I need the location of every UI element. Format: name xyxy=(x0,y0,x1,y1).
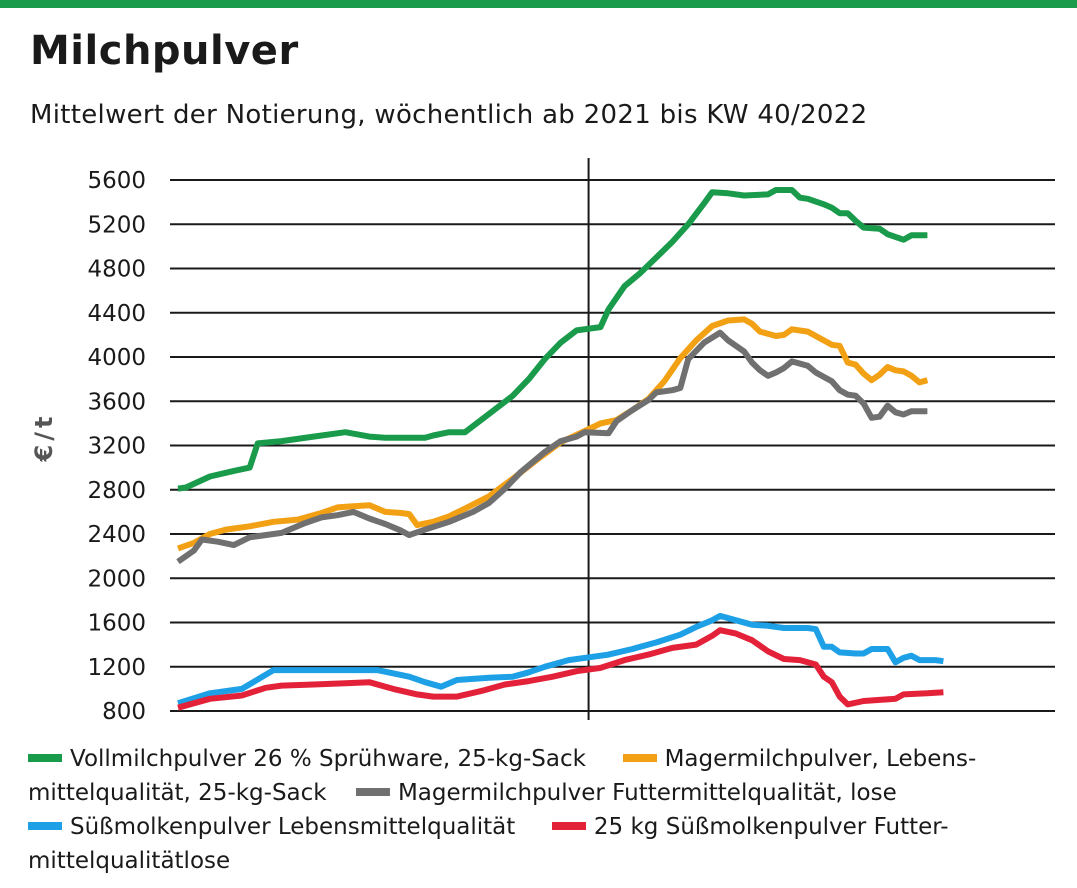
page-subtitle: Mittelwert der Notierung, wöchentlich ab… xyxy=(30,100,868,130)
series-line-1 xyxy=(177,187,928,492)
legend-label-suessmolkenpulver-futter-part2: mittelqualitätlose xyxy=(28,848,231,874)
y-tick-label-1200: 1200 xyxy=(87,655,146,681)
legend-item-suessmolkenpulver-futter: 25 kg Süßmolkenpulver Futter- xyxy=(551,814,949,840)
y-tick-label-2800: 2800 xyxy=(87,478,146,504)
legend-label-magermilchpulver-lebensmittel-part2: mittelqualität, 25-kg-Sack xyxy=(28,780,327,806)
legend-swatch-suessmolkenpulver-lebensmittel xyxy=(28,821,62,830)
legend-swatch-magermilchpulver-futter xyxy=(355,787,390,796)
legend-item-suessmolkenpulver-lebensmittel: Süßmolkenpulver Lebensmittelqualität xyxy=(28,814,523,840)
legend-label-suessmolkenpulver-futter-part1: 25 kg Süßmolkenpulver Futter- xyxy=(593,814,949,840)
legend-swatch-magermilchpulver-lebensmittel xyxy=(622,753,657,762)
y-tick-label-3200: 3200 xyxy=(87,434,146,460)
y-tick-label-800: 800 xyxy=(102,699,146,725)
legend-label-magermilchpulver-lebensmittel-part1: Magermilchpulver, Lebens- xyxy=(664,746,977,772)
y-tick-label-5600: 5600 xyxy=(87,168,146,194)
y-tick-label-4800: 4800 xyxy=(87,257,146,283)
y-tick-label-3600: 3600 xyxy=(87,389,146,415)
series-line-3 xyxy=(176,329,928,565)
top-accent-bar xyxy=(0,0,1077,8)
legend-item-magermilchpulver-futter: Magermilchpulver Futtermittelqualität, l… xyxy=(355,780,897,806)
legend-item-vollmilchpulver: Vollmilchpulver 26 % Sprühware, 25-kg-Sa… xyxy=(28,746,593,772)
y-tick-label-4400: 4400 xyxy=(87,301,146,327)
y-tick-label-5200: 5200 xyxy=(87,212,146,238)
page-title: Milchpulver xyxy=(30,28,299,74)
series-line-5 xyxy=(177,627,944,711)
legend-item-magermilchpulver-lebensmittel: Magermilchpulver, Lebens- xyxy=(622,746,977,772)
y-axis-label: €/t xyxy=(30,413,58,463)
legend-label-magermilchpulver-futter: Magermilchpulver Futtermittelqualität, l… xyxy=(397,780,897,806)
series-line-4 xyxy=(177,612,944,707)
y-tick-label-4000: 4000 xyxy=(87,345,146,371)
chart-legend: Vollmilchpulver 26 % Sprühware, 25-kg-Sa… xyxy=(28,742,1068,878)
y-tick-label-2400: 2400 xyxy=(87,522,146,548)
legend-swatch-vollmilchpulver xyxy=(28,753,62,762)
y-tick-label-2000: 2000 xyxy=(87,566,146,592)
line-chart: 5600 5200 4800 4400 4000 3600 3200 2800 2400 2000… xyxy=(30,158,1055,725)
y-tick-label-1600: 1600 xyxy=(87,611,146,637)
legend-label-vollmilchpulver: Vollmilchpulver 26 % Sprühware, 25-kg-Sa… xyxy=(70,746,586,772)
legend-label-suessmolkenpulver-lebensmittel: Süßmolkenpulver Lebensmittelqualität xyxy=(70,814,516,840)
legend-swatch-suessmolkenpulver-futter xyxy=(551,821,586,830)
